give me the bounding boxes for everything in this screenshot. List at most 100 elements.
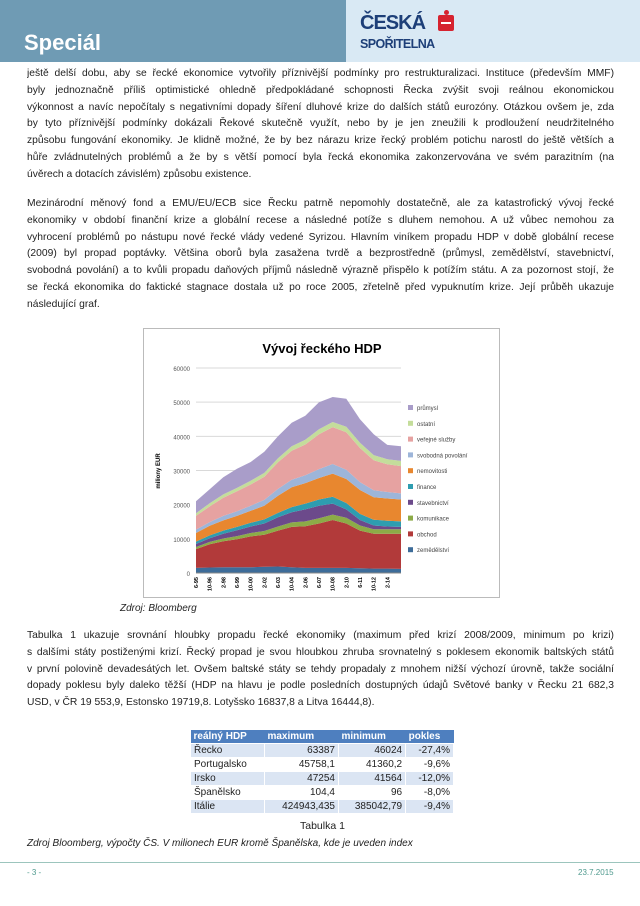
text-line: vyhrocení problémů po nástupu nové řecké… — [27, 231, 614, 243]
legend-label: stavebnictví — [417, 501, 449, 507]
table-row: Itálie 424943,435 385042,79 -9,4% — [190, 799, 454, 814]
column-header: reálný HDP — [190, 730, 265, 744]
table-cell: -12,0% — [405, 771, 454, 786]
y-tick-label: 0 — [187, 572, 191, 578]
table-cell: 41360,2 — [337, 757, 407, 772]
text-line: s dalšími státy postiženými krizí. Řecký… — [27, 646, 614, 658]
text-line: hůře zvládnutelných problémů a že by s v… — [27, 151, 614, 163]
table-cell: 424943,435 — [263, 799, 339, 814]
table-source: Zdroj Bloomberg, výpočty ČS. V milionech… — [27, 838, 413, 849]
logo-s-icon — [438, 10, 454, 31]
logo-line1: ČESKÁ — [360, 12, 426, 34]
footer-divider — [0, 862, 640, 863]
x-tick-label: 10-00 — [249, 577, 255, 591]
gdp-chart: Vývoj řeckého HDP 0 10000 20000 30000 40000 50… — [143, 328, 500, 598]
text-line: se řecká ekonomika do faktické stagnace … — [27, 281, 614, 293]
x-tick-label: 6-11 — [358, 577, 364, 588]
text-line: dopady poklesu byly daleko těžší (HDP na… — [27, 680, 614, 692]
chart-source: Zdroj: Bloomberg — [120, 603, 197, 614]
table-cell: 41564 — [337, 771, 407, 786]
area-series-9 — [196, 397, 401, 514]
legend-swatch — [408, 436, 413, 442]
table-cell: -27,4% — [405, 743, 454, 758]
legend-label: nemovitosti — [417, 469, 447, 475]
table-caption: Tabulka 1 — [300, 820, 345, 832]
text-line: byly jednoznačně příliš optimistické ohl… — [27, 84, 614, 96]
x-tick-label: 2-06 — [303, 577, 309, 588]
area-series-6 — [196, 464, 401, 533]
y-tick-label: 30000 — [173, 470, 190, 476]
legend-label: finance — [417, 485, 437, 491]
table-cell: 96 — [337, 785, 407, 800]
text-line: v první polovině devadesátých let. Ovšem… — [27, 663, 614, 675]
column-header: pokles — [405, 730, 454, 744]
text-line: svobodná povolání) a to kvůli propadu da… — [27, 265, 614, 277]
table-cell: 46024 — [337, 743, 407, 758]
text-line: úvěrech a dotacích závislém) způsobu exi… — [27, 168, 252, 180]
x-tick-label: 2-10 — [344, 577, 350, 588]
area-series-7 — [196, 427, 401, 530]
ceska-sporitelna-logo: ČESKÁ SPOŘITELNA — [360, 10, 470, 56]
table-cell: 385042,79 — [337, 799, 407, 814]
x-tick-label: 2-98 — [221, 577, 227, 588]
x-tick-label: 6-99 — [235, 577, 241, 588]
y-tick-label: 50000 — [173, 401, 190, 407]
text-line: následující graf. — [27, 298, 100, 310]
legend-label: veřejné služby — [417, 438, 455, 444]
table-cell: 45758,1 — [263, 757, 339, 772]
x-tick-label: 10-04 — [290, 576, 296, 591]
legend-label: obchod — [417, 532, 437, 538]
page-number: - 3 - — [27, 868, 42, 877]
area-series-1 — [196, 520, 401, 569]
chart-title: Vývoj řeckého HDP — [262, 341, 382, 356]
table-cell: 63387 — [263, 743, 339, 758]
x-tick-label: 6-07 — [317, 577, 323, 588]
y-tick-label: 20000 — [173, 504, 190, 510]
table-cell: Španělsko — [190, 785, 265, 800]
y-tick-label: 60000 — [173, 367, 190, 373]
y-tick-label: 10000 — [173, 538, 190, 544]
table-cell: Řecko — [190, 743, 265, 758]
text-line: USD, v ČR 19 553,9, Estonsko 19719,8. Lo… — [27, 697, 375, 709]
x-tick-label: 6-95 — [194, 577, 200, 588]
x-tick-label: 10-96 — [208, 577, 214, 591]
legend-swatch — [408, 499, 413, 505]
y-tick-label: 40000 — [173, 435, 190, 441]
table-header-row: reálný HDP maximum minimum pokles — [190, 730, 454, 744]
paragraph-1: ještě delší dobu, aby se řecké ekonomice… — [27, 66, 614, 184]
legend-swatch — [408, 452, 413, 458]
gdp-table: reálný HDP maximum minimum pokles Řecko 6338… — [190, 730, 454, 814]
legend-label: svobodná povolání — [417, 453, 468, 459]
section-title: Speciál — [24, 30, 102, 55]
text-line: (2009) byl propad poptávky. Většina obor… — [27, 248, 614, 260]
x-tick-label: 2-02 — [262, 577, 268, 588]
table-cell: -9,6% — [405, 757, 454, 772]
text-line: Mezinárodní měnový fond a EMU/EU/ECB sic… — [27, 198, 614, 209]
y-axis-label: miliony EUR — [156, 453, 162, 489]
table-cell: -9,4% — [405, 799, 454, 814]
legend-label: průmysl — [417, 405, 438, 412]
paragraph-3: Tabulka 1 ukazuje srovnání hloubky propa… — [27, 628, 614, 712]
table-cell: Itálie — [190, 799, 265, 814]
legend-swatch — [408, 484, 413, 489]
column-header: maximum — [264, 730, 339, 744]
text-line: výkonnost a navíc nepočítaly s negativní… — [27, 101, 614, 113]
text-line: by tyto příznivější podmínky dokázali Ře… — [27, 118, 614, 130]
area-series-4 — [196, 496, 401, 544]
header-logo-area — [346, 0, 640, 62]
area-series-2 — [196, 514, 401, 550]
table-cell: Portugalsko — [190, 757, 265, 772]
table-row: Španělsko 104,4 96 -8,0% — [190, 785, 454, 800]
table-cell: 47254 — [263, 771, 339, 786]
table-row: Řecko 63387 46024 -27,4% — [190, 743, 454, 758]
table-row: Irsko 47254 41564 -12,0% — [190, 771, 454, 786]
table-cell: -8,0% — [405, 785, 454, 800]
legend-swatch — [408, 420, 413, 426]
paragraph-2: Mezinárodní měnový fond a EMU/EU/ECB sic… — [27, 196, 614, 314]
legend-label: zemědělství — [417, 548, 449, 554]
area-series-0 — [196, 566, 401, 573]
x-tick-label: 2-14 — [385, 576, 391, 588]
legend-label: komunikace — [417, 517, 450, 523]
footer-date: 23.7.2015 — [578, 868, 614, 877]
legend-swatch — [408, 405, 413, 410]
